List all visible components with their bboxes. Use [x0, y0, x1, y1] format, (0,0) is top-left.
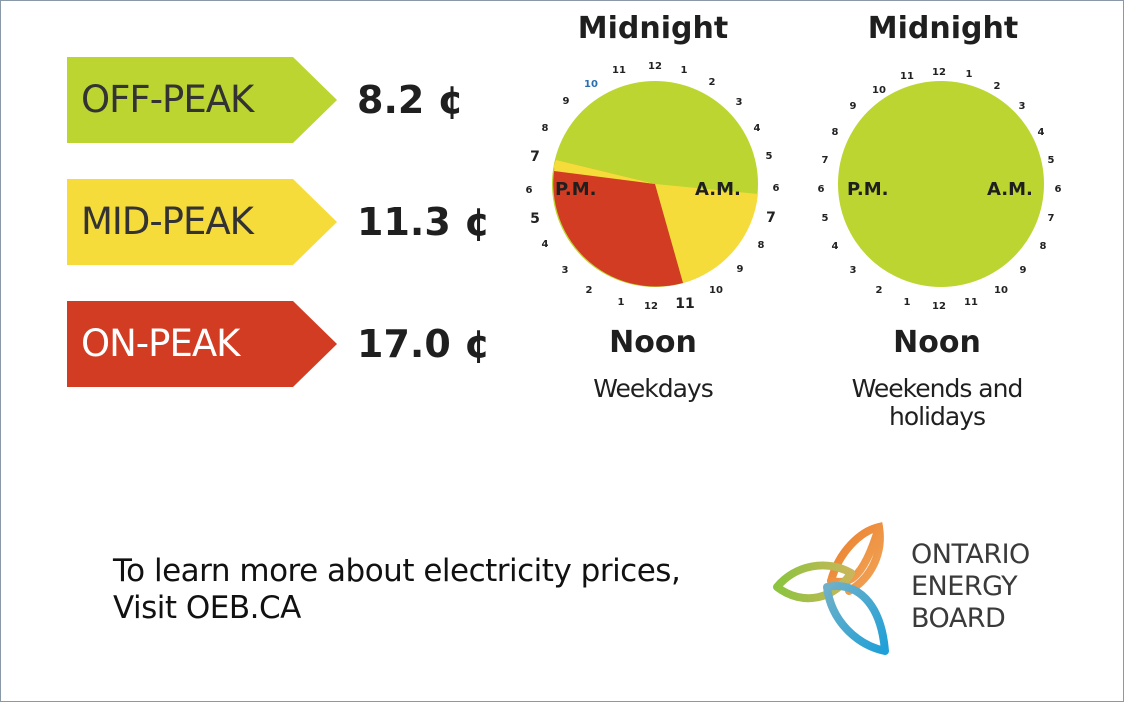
tick-pm-8: 8: [832, 127, 839, 138]
logo-line: ONTARIO: [911, 539, 1030, 570]
tier-label: MID-PEAK: [81, 200, 254, 243]
tick-pm-3: 3: [562, 265, 569, 276]
tick-pm-9: 9: [563, 96, 570, 107]
tick-pm-4: 4: [832, 241, 839, 252]
tick-am-5: 5: [766, 151, 773, 162]
footer-text: To learn more about electricity prices, …: [113, 553, 681, 627]
tick-am-9: 9: [737, 264, 744, 275]
pm-label: P.M.: [847, 179, 888, 200]
tick-am-6: 6: [773, 183, 780, 194]
tick-pm-1: 1: [618, 297, 625, 308]
tick-am-8: 8: [1040, 241, 1047, 252]
midnight-label: Midnight: [867, 11, 1019, 46]
tier-label: OFF-PEAK: [81, 78, 254, 121]
badge-fill: [67, 57, 337, 143]
tier-off-peak: OFF-PEAK: [67, 57, 337, 143]
tick-am-11: 11: [675, 296, 694, 312]
tick-am-4: 4: [1038, 127, 1045, 138]
tick-am-11: 11: [964, 297, 978, 308]
segment-mid-peak-pm-b: [554, 160, 655, 184]
tick-am-5: 5: [1048, 155, 1055, 166]
segment-mid-peak-am: [655, 184, 758, 283]
tier-mid-peak: MID-PEAK: [67, 179, 337, 265]
tick-pm-3: 3: [850, 265, 857, 276]
oeb-logo: ONTARIO ENERGY BOARD: [769, 521, 1069, 661]
tick-pm-11: 11: [900, 71, 914, 82]
clock-face: P.M. A.M. 12 1 2 3 4 5 6 7 8 9 10 11 12 …: [818, 67, 1062, 312]
tick-pm-7: 7: [530, 149, 540, 165]
tick-pm-5: 5: [822, 213, 829, 224]
logo-line: ENERGY: [911, 571, 1018, 602]
logo-mark-icon: [773, 522, 889, 655]
tick-am-1: 1: [681, 65, 688, 76]
tick-am-7: 7: [766, 210, 776, 226]
tier-on-peak: ON-PEAK: [67, 301, 337, 387]
badge-fill: [67, 179, 337, 265]
footer-link-text: Visit OEB.CA: [113, 590, 301, 626]
period-label: Weekends and holidays: [797, 375, 1077, 431]
tick-pm-4: 4: [542, 239, 549, 250]
midnight-label: Midnight: [577, 11, 729, 46]
tick-am-10: 10: [994, 285, 1008, 296]
tier-price: 17.0 ¢: [357, 322, 491, 366]
clock-face: P.M. A.M. 12 1 2 3 4 5 6 7 8 9 10 11 12 …: [526, 61, 780, 312]
tick-pm-11: 11: [612, 65, 626, 76]
period-line: holidays: [888, 402, 986, 431]
tick-am-8: 8: [758, 240, 765, 251]
tick-pm-6: 6: [526, 185, 533, 196]
tick-pm-2: 2: [586, 285, 593, 296]
tick-am-12: 12: [648, 61, 662, 72]
logo-petal-blue: [823, 582, 889, 655]
tick-pm-10: 10: [584, 79, 598, 90]
tick-am-3: 3: [1019, 101, 1026, 112]
tick-pm-2: 2: [876, 285, 883, 296]
tick-pm-12: 12: [932, 301, 946, 312]
tick-am-4: 4: [754, 123, 761, 134]
tick-am-2: 2: [994, 81, 1001, 92]
tick-pm-5: 5: [530, 211, 540, 227]
logo-petal-orange-inner: [827, 523, 883, 586]
badge-fill: [67, 301, 337, 387]
tick-pm-6: 6: [818, 184, 825, 195]
tick-am-7: 7: [1048, 213, 1055, 224]
noon-label: Noon: [893, 325, 981, 360]
tick-am-9: 9: [1020, 265, 1027, 276]
am-label: A.M.: [695, 179, 741, 200]
noon-label: Noon: [609, 325, 697, 360]
tick-pm-1: 1: [904, 297, 911, 308]
am-label: A.M.: [987, 179, 1033, 200]
tick-pm-7: 7: [822, 155, 829, 166]
tier-label: ON-PEAK: [81, 322, 240, 365]
segment-on-peak: [553, 160, 683, 287]
tick-pm-10: 10: [872, 85, 886, 96]
period-label: Weekdays: [513, 375, 793, 403]
tick-am-2: 2: [709, 77, 716, 88]
arrow-shape: [67, 57, 337, 143]
logo-petal-green: [773, 561, 855, 603]
tick-am-1: 1: [966, 69, 973, 80]
tick-pm-9: 9: [850, 101, 857, 112]
footer-line: To learn more about electricity prices,: [113, 553, 681, 589]
segment-off-peak-all-day: [838, 81, 1044, 287]
logo-wordmark: ONTARIO ENERGY BOARD: [911, 539, 1030, 635]
tier-price: 11.3 ¢: [357, 200, 491, 244]
tick-pm-12: 12: [644, 301, 658, 312]
pm-label: P.M.: [555, 179, 596, 200]
period-line: Weekends and: [851, 374, 1024, 403]
tick-am-12: 12: [932, 67, 946, 78]
tick-pm-8: 8: [542, 123, 549, 134]
period-line: Weekdays: [593, 374, 714, 403]
tier-price: 8.2 ¢: [357, 78, 464, 122]
arrow-shape: [67, 301, 337, 387]
tick-am-3: 3: [736, 97, 743, 108]
logo-line: BOARD: [911, 603, 1006, 634]
tick-am-10: 10: [709, 285, 723, 296]
tick-am-6: 6: [1055, 184, 1062, 195]
arrow-shape: [67, 179, 337, 265]
